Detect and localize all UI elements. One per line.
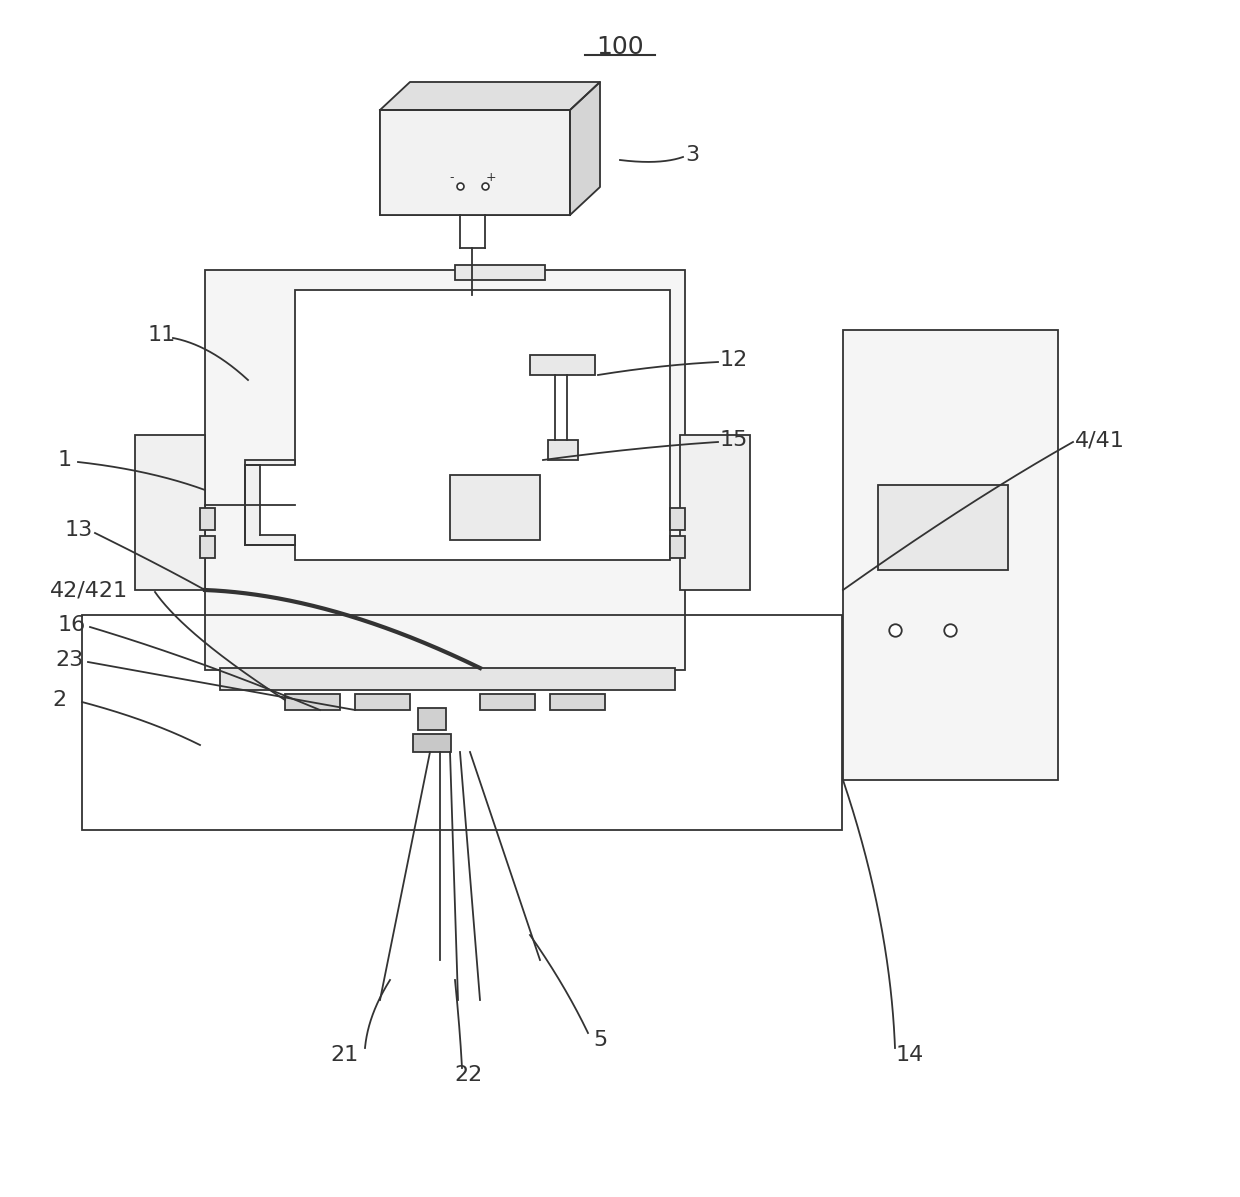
Polygon shape <box>570 83 600 215</box>
Bar <box>205 271 684 670</box>
Text: 1: 1 <box>58 450 72 470</box>
Bar <box>670 536 684 558</box>
Bar <box>135 435 205 590</box>
Text: 4/41: 4/41 <box>1075 430 1125 450</box>
Text: 21: 21 <box>331 1045 360 1065</box>
Text: -: - <box>450 171 454 184</box>
Bar <box>285 694 340 710</box>
Text: 12: 12 <box>720 350 748 370</box>
Bar <box>548 440 578 460</box>
Text: 42/421: 42/421 <box>50 581 128 600</box>
Bar <box>246 460 295 545</box>
Polygon shape <box>379 83 600 110</box>
Bar <box>670 508 684 530</box>
Text: 23: 23 <box>55 650 83 670</box>
Text: 11: 11 <box>148 326 176 345</box>
Bar <box>200 508 215 530</box>
Bar <box>355 694 410 710</box>
Text: 5: 5 <box>593 1029 608 1050</box>
Bar <box>480 694 534 710</box>
Bar <box>260 464 300 535</box>
Bar <box>450 475 539 540</box>
Bar <box>295 290 670 560</box>
Bar <box>843 330 1058 780</box>
Bar <box>455 265 546 280</box>
Bar <box>379 110 570 215</box>
Text: 100: 100 <box>596 35 644 59</box>
Bar <box>413 734 451 752</box>
Bar <box>551 694 605 710</box>
Bar <box>82 615 842 830</box>
Bar <box>529 356 595 375</box>
Text: 14: 14 <box>895 1045 924 1065</box>
Text: 3: 3 <box>684 145 699 165</box>
Bar <box>200 536 215 558</box>
Text: +: + <box>485 171 496 184</box>
Bar <box>680 435 750 590</box>
Bar <box>379 110 570 215</box>
Bar <box>219 668 675 689</box>
Text: 2: 2 <box>52 689 66 710</box>
Bar <box>418 707 446 730</box>
Bar <box>878 485 1008 570</box>
Text: 13: 13 <box>64 519 93 540</box>
Text: 22: 22 <box>454 1065 482 1084</box>
Text: 16: 16 <box>58 615 87 634</box>
Text: 15: 15 <box>720 430 749 450</box>
